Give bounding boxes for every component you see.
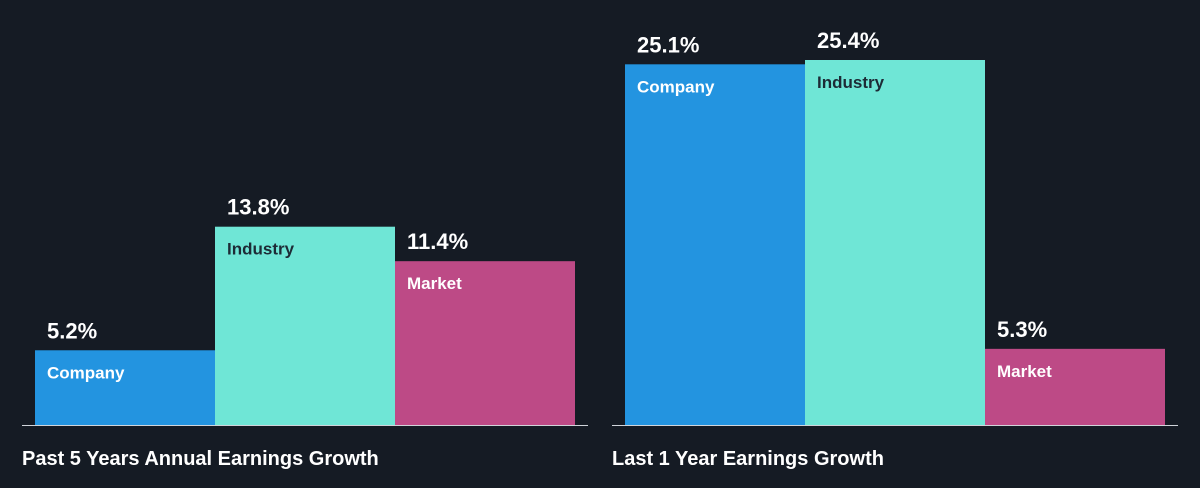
panel1-value-label-company: 5.2% [47,318,97,343]
panel2-category-label-market: Market [997,362,1052,381]
panel1-category-label-company: Company [47,363,125,382]
panel2-bar-market [985,348,1165,425]
panel2-category-label-company: Company [637,77,715,96]
panel1-value-label-industry: 13.8% [227,195,289,220]
panel2-value-label-company: 25.1% [637,32,699,57]
panel2-bar-company [625,64,805,426]
panel1-bar-company [35,350,215,425]
panel1-category-label-industry: Industry [227,240,295,259]
panel2-value-label-market: 5.3% [997,317,1047,342]
panel1-bar-industry [215,226,395,425]
panel2-category-label-industry: Industry [817,73,885,92]
panel1-bar-market [395,261,575,425]
panel1-category-label-market: Market [407,274,462,293]
panel2-value-label-industry: 25.4% [817,28,879,53]
panel2-bar-industry [805,60,985,425]
panel2-title: Last 1 Year Earnings Growth [612,448,884,470]
panel1-title: Past 5 Years Annual Earnings Growth [22,448,379,470]
panel1-value-label-market: 11.4% [407,229,468,254]
